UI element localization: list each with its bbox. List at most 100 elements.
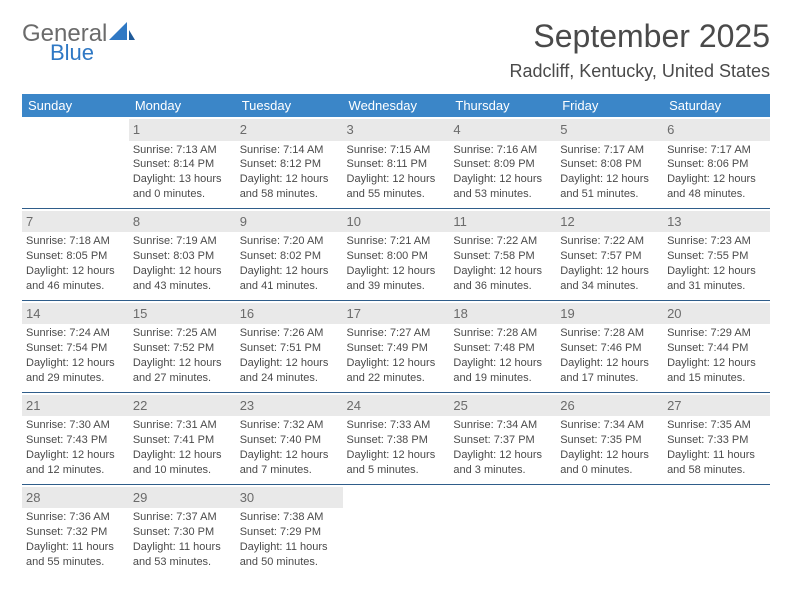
sunrise-text: Sunrise: 7:38 AM xyxy=(240,510,339,525)
day-cell: 9Sunrise: 7:20 AMSunset: 8:02 PMDaylight… xyxy=(236,209,343,300)
day-cell: 17Sunrise: 7:27 AMSunset: 7:49 PMDayligh… xyxy=(343,301,450,392)
day-cell: 25Sunrise: 7:34 AMSunset: 7:37 PMDayligh… xyxy=(449,393,556,484)
sunset-text: Sunset: 8:08 PM xyxy=(560,157,659,172)
day-cell xyxy=(343,485,450,576)
sunrise-text: Sunrise: 7:35 AM xyxy=(667,418,766,433)
week-row: 14Sunrise: 7:24 AMSunset: 7:54 PMDayligh… xyxy=(22,301,770,392)
day-number: 23 xyxy=(236,395,343,417)
day-cell xyxy=(556,485,663,576)
daylight-text: Daylight: 12 hours and 15 minutes. xyxy=(667,356,766,386)
sunrise-text: Sunrise: 7:36 AM xyxy=(26,510,125,525)
title-block: September 2025 Radcliff, Kentucky, Unite… xyxy=(510,18,770,82)
weekday-header: Tuesday xyxy=(236,94,343,117)
sunset-text: Sunset: 7:48 PM xyxy=(453,341,552,356)
sunset-text: Sunset: 7:33 PM xyxy=(667,433,766,448)
daylight-text: Daylight: 12 hours and 3 minutes. xyxy=(453,448,552,478)
daylight-text: Daylight: 12 hours and 0 minutes. xyxy=(560,448,659,478)
sunrise-text: Sunrise: 7:32 AM xyxy=(240,418,339,433)
sunset-text: Sunset: 7:41 PM xyxy=(133,433,232,448)
sunrise-text: Sunrise: 7:27 AM xyxy=(347,326,446,341)
day-number: 8 xyxy=(129,211,236,233)
sunset-text: Sunset: 7:40 PM xyxy=(240,433,339,448)
day-number: 3 xyxy=(343,119,450,141)
day-cell: 26Sunrise: 7:34 AMSunset: 7:35 PMDayligh… xyxy=(556,393,663,484)
daylight-text: Daylight: 12 hours and 24 minutes. xyxy=(240,356,339,386)
day-number: 16 xyxy=(236,303,343,325)
day-number: 12 xyxy=(556,211,663,233)
day-cell: 11Sunrise: 7:22 AMSunset: 7:58 PMDayligh… xyxy=(449,209,556,300)
day-number: 30 xyxy=(236,487,343,509)
daylight-text: Daylight: 12 hours and 36 minutes. xyxy=(453,264,552,294)
sunrise-text: Sunrise: 7:15 AM xyxy=(347,143,446,158)
daylight-text: Daylight: 11 hours and 53 minutes. xyxy=(133,540,232,570)
daylight-text: Daylight: 12 hours and 10 minutes. xyxy=(133,448,232,478)
day-cell: 1Sunrise: 7:13 AMSunset: 8:14 PMDaylight… xyxy=(129,117,236,208)
location: Radcliff, Kentucky, United States xyxy=(510,61,770,82)
daylight-text: Daylight: 12 hours and 19 minutes. xyxy=(453,356,552,386)
day-number: 18 xyxy=(449,303,556,325)
day-cell: 3Sunrise: 7:15 AMSunset: 8:11 PMDaylight… xyxy=(343,117,450,208)
sunset-text: Sunset: 7:57 PM xyxy=(560,249,659,264)
sunset-text: Sunset: 8:14 PM xyxy=(133,157,232,172)
sunrise-text: Sunrise: 7:13 AM xyxy=(133,143,232,158)
day-number: 21 xyxy=(22,395,129,417)
day-cell: 10Sunrise: 7:21 AMSunset: 8:00 PMDayligh… xyxy=(343,209,450,300)
sunrise-text: Sunrise: 7:26 AM xyxy=(240,326,339,341)
sunrise-text: Sunrise: 7:37 AM xyxy=(133,510,232,525)
calendar-body: 1Sunrise: 7:13 AMSunset: 8:14 PMDaylight… xyxy=(22,117,770,576)
day-cell: 15Sunrise: 7:25 AMSunset: 7:52 PMDayligh… xyxy=(129,301,236,392)
sunrise-text: Sunrise: 7:34 AM xyxy=(560,418,659,433)
day-cell: 6Sunrise: 7:17 AMSunset: 8:06 PMDaylight… xyxy=(663,117,770,208)
day-number: 24 xyxy=(343,395,450,417)
day-number: 5 xyxy=(556,119,663,141)
sunrise-text: Sunrise: 7:22 AM xyxy=(453,234,552,249)
daylight-text: Daylight: 11 hours and 55 minutes. xyxy=(26,540,125,570)
sunset-text: Sunset: 8:12 PM xyxy=(240,157,339,172)
day-number: 17 xyxy=(343,303,450,325)
daylight-text: Daylight: 12 hours and 29 minutes. xyxy=(26,356,125,386)
page-header: General Blue September 2025 Radcliff, Ke… xyxy=(22,18,770,82)
sunset-text: Sunset: 8:05 PM xyxy=(26,249,125,264)
daylight-text: Daylight: 12 hours and 39 minutes. xyxy=(347,264,446,294)
sunrise-text: Sunrise: 7:24 AM xyxy=(26,326,125,341)
sunrise-text: Sunrise: 7:29 AM xyxy=(667,326,766,341)
daylight-text: Daylight: 12 hours and 53 minutes. xyxy=(453,172,552,202)
sunrise-text: Sunrise: 7:30 AM xyxy=(26,418,125,433)
sunrise-text: Sunrise: 7:17 AM xyxy=(667,143,766,158)
sunset-text: Sunset: 8:00 PM xyxy=(347,249,446,264)
day-cell: 12Sunrise: 7:22 AMSunset: 7:57 PMDayligh… xyxy=(556,209,663,300)
day-cell: 24Sunrise: 7:33 AMSunset: 7:38 PMDayligh… xyxy=(343,393,450,484)
week-row: 7Sunrise: 7:18 AMSunset: 8:05 PM Daylight… xyxy=(22,209,770,300)
day-number: 7 xyxy=(22,211,129,233)
daylight-text: Daylight: 11 hours and 58 minutes. xyxy=(667,448,766,478)
day-cell xyxy=(663,485,770,576)
daylight-text: Daylight: 12 hours and 22 minutes. xyxy=(347,356,446,386)
day-number: 4 xyxy=(449,119,556,141)
day-number: 2 xyxy=(236,119,343,141)
sunset-text: Sunset: 7:30 PM xyxy=(133,525,232,540)
day-cell: 13Sunrise: 7:23 AMSunset: 7:55 PMDayligh… xyxy=(663,209,770,300)
day-cell: 7Sunrise: 7:18 AMSunset: 8:05 PMDaylight… xyxy=(22,209,129,300)
day-number: 22 xyxy=(129,395,236,417)
day-number: 9 xyxy=(236,211,343,233)
logo: General Blue xyxy=(22,18,135,64)
daylight-text: Daylight: 12 hours and 17 minutes. xyxy=(560,356,659,386)
day-cell: 19Sunrise: 7:28 AMSunset: 7:46 PMDayligh… xyxy=(556,301,663,392)
weekday-header-row: Sunday Monday Tuesday Wednesday Thursday… xyxy=(22,94,770,117)
daylight-text: Daylight: 12 hours and 58 minutes. xyxy=(240,172,339,202)
daylight-text: Daylight: 12 hours and 41 minutes. xyxy=(240,264,339,294)
sunrise-text: Sunrise: 7:23 AM xyxy=(667,234,766,249)
day-number: 11 xyxy=(449,211,556,233)
daylight-text: Daylight: 11 hours and 50 minutes. xyxy=(240,540,339,570)
weekday-header: Saturday xyxy=(663,94,770,117)
sunrise-text: Sunrise: 7:34 AM xyxy=(453,418,552,433)
day-number: 6 xyxy=(663,119,770,141)
daylight-text: Daylight: 12 hours and 43 minutes. xyxy=(133,264,232,294)
sunrise-text: Sunrise: 7:18 AM xyxy=(26,234,125,249)
sunrise-text: Sunrise: 7:16 AM xyxy=(453,143,552,158)
daylight-text: Daylight: 13 hours and 0 minutes. xyxy=(133,172,232,202)
day-cell: 20Sunrise: 7:29 AMSunset: 7:44 PMDayligh… xyxy=(663,301,770,392)
sunrise-text: Sunrise: 7:19 AM xyxy=(133,234,232,249)
week-row: 1Sunrise: 7:13 AMSunset: 8:14 PMDaylight… xyxy=(22,117,770,208)
day-cell: 14Sunrise: 7:24 AMSunset: 7:54 PMDayligh… xyxy=(22,301,129,392)
